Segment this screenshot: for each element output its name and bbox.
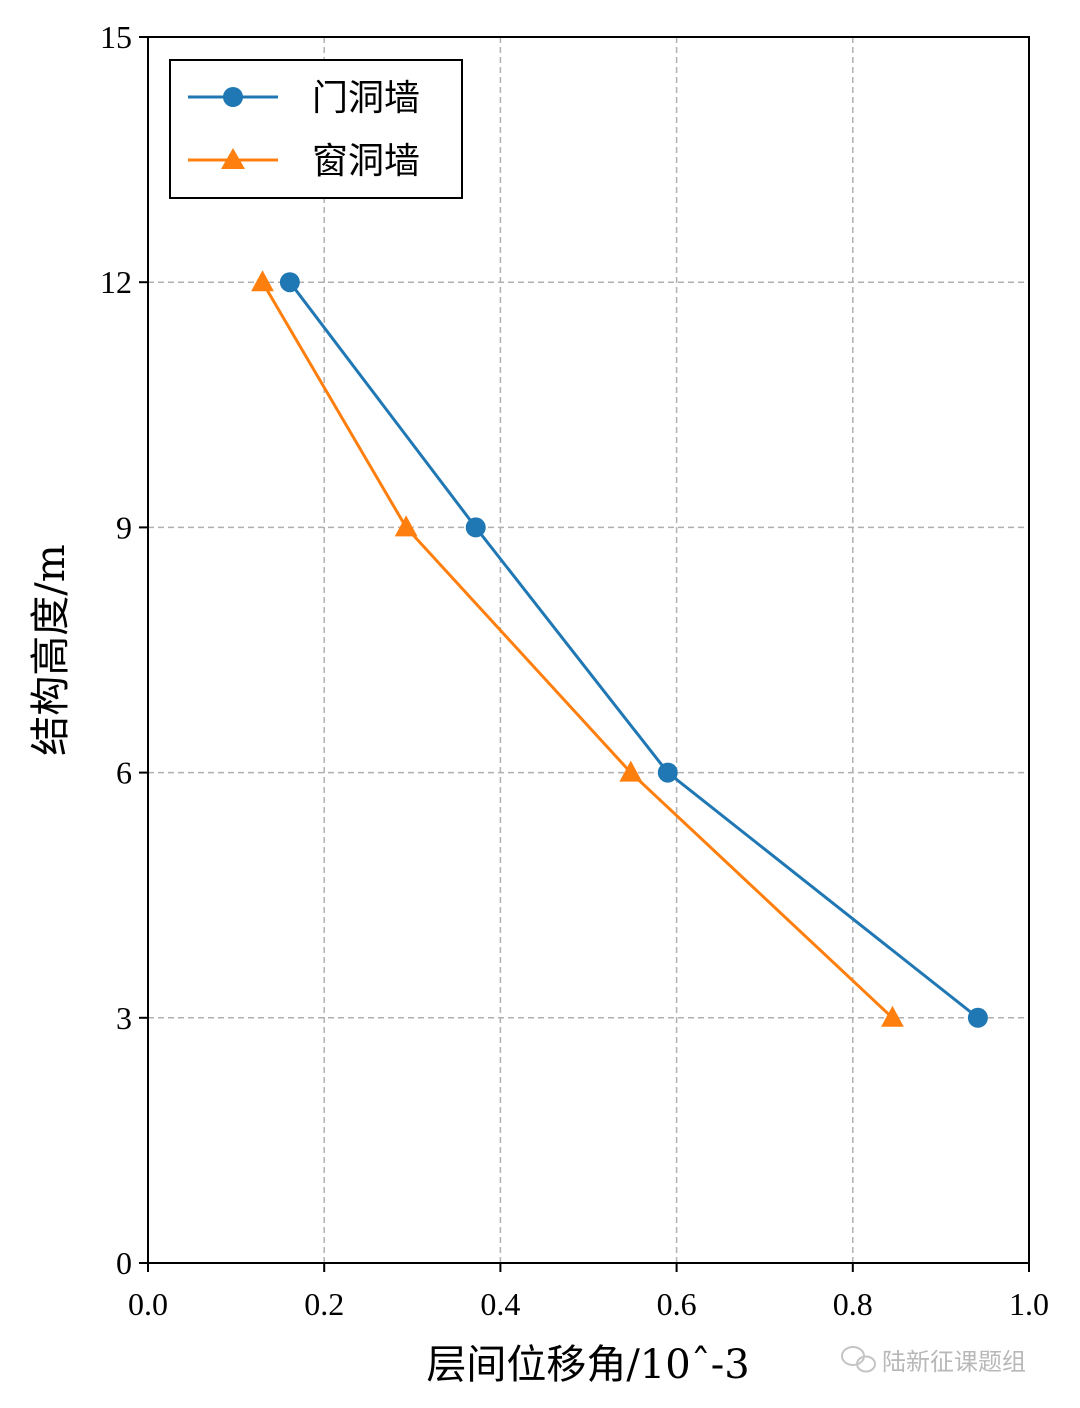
x-tick-label: 1.0 — [1009, 1286, 1049, 1322]
wechat-icon — [841, 1346, 876, 1373]
x-tick-label: 0.8 — [833, 1286, 873, 1322]
y-tick-label: 12 — [100, 264, 132, 300]
y-tick-label: 0 — [116, 1245, 132, 1281]
data-point-series-2 — [394, 515, 418, 537]
watermark-text: 陆新征课题组 — [882, 1348, 1026, 1376]
legend-box — [169, 59, 463, 199]
x-tick-label: 0.0 — [128, 1286, 168, 1322]
y-tick-label: 6 — [116, 755, 132, 791]
grid-lines — [148, 37, 1029, 1263]
legend-marker-circle — [223, 87, 243, 107]
x-tick-label: 0.6 — [657, 1286, 697, 1322]
data-point-series-2 — [619, 760, 643, 782]
plot-frame — [147, 36, 1030, 1264]
data-point-series-2 — [251, 270, 274, 292]
data-point-series-1 — [465, 517, 486, 538]
y-axis-label: 结构高度/m — [28, 544, 74, 755]
data-series — [251, 270, 988, 1028]
series-line-1 — [288, 281, 979, 1019]
legend-label-series-2: 窗洞墙 — [312, 141, 420, 182]
series-line-2 — [261, 281, 894, 1019]
watermark: 陆新征课题组 — [841, 1346, 1026, 1376]
y-tick-label: 9 — [116, 509, 132, 545]
data-point-series-2 — [881, 1005, 904, 1027]
data-point-series-1 — [967, 1007, 988, 1028]
data-point-series-1 — [279, 272, 300, 293]
y-tick-label: 15 — [100, 19, 132, 55]
legend-label-series-1: 门洞墙 — [312, 78, 420, 119]
x-tick-label: 0.4 — [480, 1286, 520, 1322]
x-tick-label: 0.2 — [304, 1286, 344, 1322]
legend-marker-triangle — [221, 148, 245, 169]
y-tick-label: 3 — [116, 1000, 132, 1036]
x-axis-label: 层间位移角/10ˆ-3 — [426, 1342, 749, 1388]
legend: 门洞墙 窗洞墙 — [169, 59, 463, 199]
data-point-series-1 — [657, 762, 678, 783]
axis-ticks: 0.0 0.2 0.4 0.6 0.8 1.0 0 3 6 9 12 15 — [100, 19, 1049, 1322]
